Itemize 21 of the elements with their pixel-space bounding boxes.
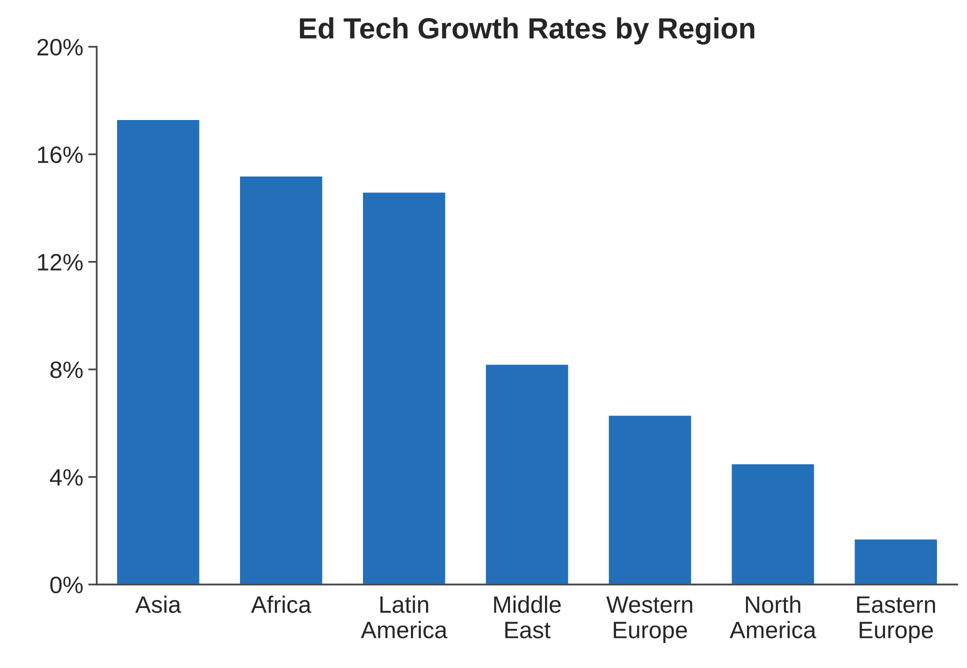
x-tick-label: Eastern Europe bbox=[857, 596, 936, 644]
x-tick-label: Asia bbox=[135, 596, 182, 613]
x-tick-label: Latin America bbox=[360, 596, 448, 638]
bar bbox=[484, 363, 570, 584]
bar bbox=[238, 175, 324, 584]
bar bbox=[730, 462, 816, 584]
bar bbox=[362, 191, 447, 584]
y-tick-label: 8% bbox=[50, 361, 83, 378]
bar bbox=[607, 414, 692, 584]
chart-title: Ed Tech Growth Rates by Region bbox=[300, 17, 754, 45]
y-tick-label: 16% bbox=[38, 146, 83, 164]
x-tick-label: Africa bbox=[250, 596, 312, 613]
y-tick-label: 20% bbox=[37, 38, 83, 56]
x-tick-label: Middle East bbox=[494, 596, 561, 638]
y-tick-label: 12% bbox=[38, 254, 83, 271]
x-tick-label: North America bbox=[730, 596, 816, 638]
x-tick-label: Western Europe bbox=[606, 596, 692, 644]
bar bbox=[853, 538, 938, 584]
y-tick-label: 4% bbox=[50, 469, 83, 486]
y-tick-label: 0% bbox=[50, 576, 83, 594]
bar bbox=[116, 118, 201, 584]
